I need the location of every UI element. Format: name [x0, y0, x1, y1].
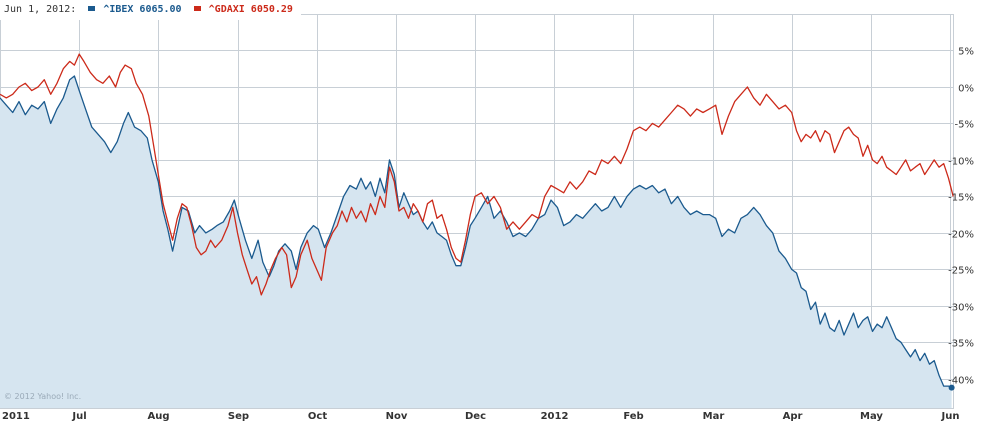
- x-tick-label: Apr: [783, 411, 803, 422]
- legend: Jun 1, 2012: ^IBEX 6065.00 ^GDAXI 6050.2…: [0, 0, 301, 20]
- line-layer: [0, 53, 955, 391]
- ibex-area: [0, 76, 952, 408]
- legend-swatch-gdaxi: [193, 6, 201, 11]
- x-tick-label: May: [860, 411, 883, 422]
- y-tick-label: -15%: [948, 193, 974, 204]
- x-tick-label: Oct: [308, 411, 327, 422]
- x-tick-label: Dec: [465, 411, 486, 422]
- y-tick-label: 0%: [958, 84, 974, 95]
- y-tick-label: -10%: [948, 157, 974, 168]
- y-tick-label: -40%: [948, 376, 974, 387]
- legend-ibex: ^IBEX 6065.00: [103, 4, 182, 15]
- x-axis-ticks: 2011 Jul Aug Sep Oct Nov Dec 2012 Feb Mar Apr May Ju…: [2, 411, 959, 422]
- y-tick-label: -20%: [948, 230, 974, 241]
- y-tick-label: -35%: [948, 339, 974, 350]
- legend-gdaxi: ^GDAXI 6050.29: [208, 4, 293, 15]
- ibex-line: [0, 75, 952, 389]
- x-tick-label: 2012: [541, 411, 569, 422]
- x-tick-label: Nov: [386, 411, 408, 422]
- y-tick-label: -25%: [948, 266, 974, 277]
- x-tick-label: Aug: [147, 411, 169, 422]
- legend-date: Jun 1, 2012:: [4, 4, 77, 15]
- x-tick-label: Mar: [703, 411, 725, 422]
- y-tick-label: -30%: [948, 303, 974, 314]
- area-layer: [0, 76, 952, 408]
- x-tick-label: Jun: [941, 411, 960, 422]
- x-tick-label: Sep: [228, 411, 249, 422]
- x-tick-label: Feb: [623, 411, 643, 422]
- y-tick-label: 5%: [958, 47, 974, 58]
- legend-swatch-ibex: [88, 6, 96, 11]
- x-tick-label: 2011: [2, 411, 30, 422]
- y-axis-ticks: 5% 0% -5% -10% -15% -20% -25% -30% -35% -40%: [948, 47, 974, 387]
- copyright-watermark: © 2012 Yahoo! Inc.: [4, 392, 82, 401]
- x-tick-label: Jul: [71, 411, 86, 422]
- y-tick-label: -5%: [955, 120, 974, 131]
- ibex-end-marker: [948, 384, 955, 391]
- gdaxi-line: [0, 53, 954, 296]
